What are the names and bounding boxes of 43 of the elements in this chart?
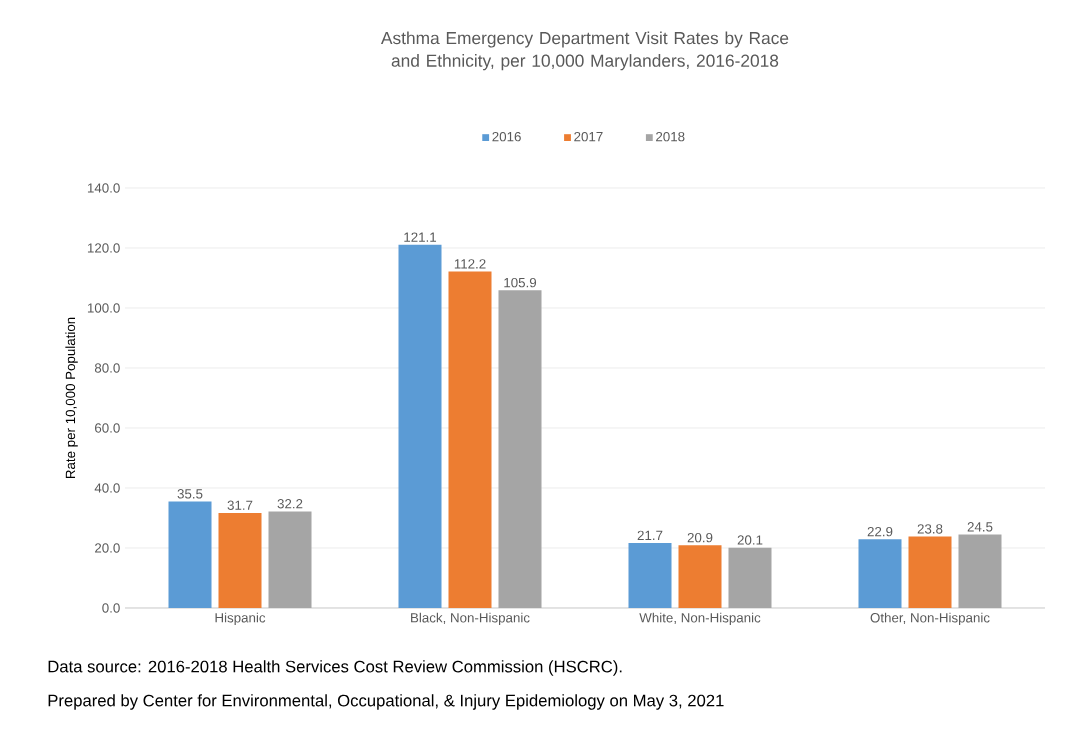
data-label: 20.9 [687,532,713,543]
bar [678,545,722,608]
data-label: 112.2 [454,259,486,269]
bar [398,244,442,608]
bar [448,271,492,608]
legend-label: 2017 [574,131,603,142]
data-label: 31.7 [227,500,253,510]
data-label: 20.1 [737,535,763,545]
y-tick-label: 60.0 [95,423,120,433]
y-tick-label: 140.0 [87,183,120,193]
data-label: 22.9 [867,526,893,537]
bar [858,539,902,608]
y-axis-title: Rate per 10,000 Population [65,317,78,479]
data-label: 21.7 [637,530,663,540]
legend-label: 2016 [492,131,521,142]
x-tick-label: Hispanic [215,612,266,626]
source-note: Data source: 2016-2018 Health Services Cost Review Commission (HSCRC). [48,660,622,676]
y-tick-label: 100.0 [87,303,120,313]
data-label: 105.9 [504,277,537,288]
data-label: 24.5 [967,522,993,532]
y-tick-label: 40.0 [94,483,120,493]
x-tick-label: Other, Non-Hispanic [870,612,990,626]
y-tick-label: 0.0 [102,603,120,613]
chart-title: Asthma Emergency Department Visit Rates by Race and Ethnicity, per 10,000 Marylanders, 2016-2018 [380,31,789,71]
y-tick-label: 80.0 [94,363,120,373]
bar [728,547,772,608]
y-tick-label: 20.0 [95,543,120,553]
x-tick-label: Black, Non-Hispanic [411,612,530,626]
data-label: 121.1 [404,232,437,242]
x-tick-label: White, Non-Hispanic [639,612,761,626]
bar [908,536,952,608]
bar [218,512,262,608]
bar [498,290,542,608]
data-label: 32.2 [277,499,303,509]
bar [168,501,212,608]
data-label: 23.8 [917,524,943,534]
data-label: 35.5 [177,489,203,499]
bar [268,511,312,608]
bar [628,542,672,608]
y-tick-label: 120.0 [87,243,120,253]
text: Prepared by Center for Environmental, Occupational, & Injury Epidemiology on May 3, 2021 [48,694,724,710]
legend-label: 2018 [656,131,685,142]
bar [958,534,1002,608]
